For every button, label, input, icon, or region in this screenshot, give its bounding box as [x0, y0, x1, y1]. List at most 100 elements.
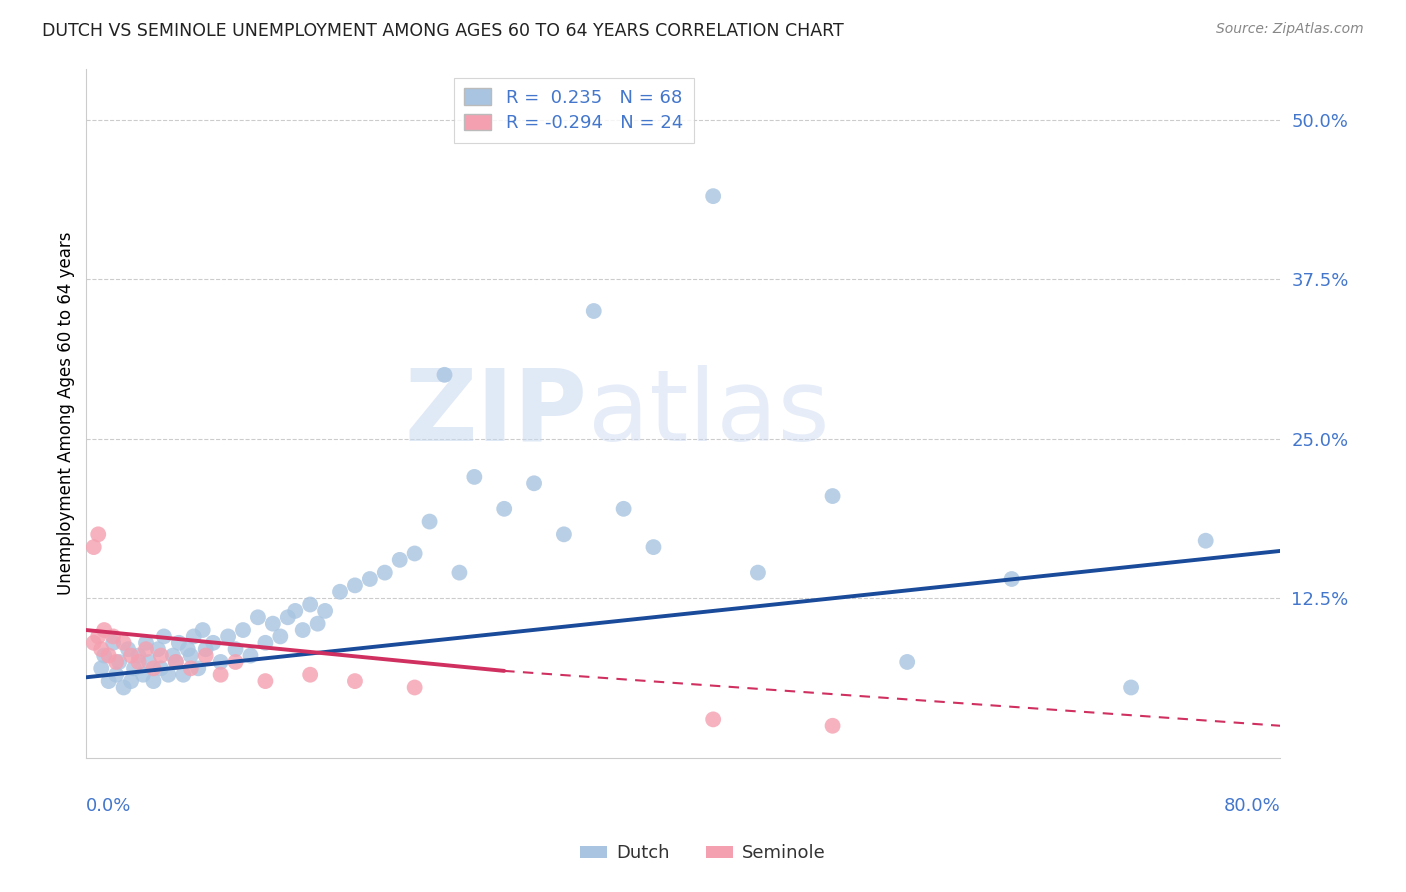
- Point: [702, 712, 724, 726]
- Point: [1001, 572, 1024, 586]
- Point: [269, 629, 291, 643]
- Text: 0.0%: 0.0%: [86, 797, 132, 814]
- Point: [388, 553, 411, 567]
- Point: [239, 648, 262, 663]
- Point: [1119, 681, 1142, 695]
- Point: [1195, 533, 1218, 548]
- Point: [202, 636, 225, 650]
- Point: [108, 655, 131, 669]
- Point: [83, 636, 105, 650]
- Point: [291, 623, 314, 637]
- Point: [553, 527, 575, 541]
- Point: [90, 661, 112, 675]
- Point: [180, 661, 202, 675]
- Point: [146, 642, 169, 657]
- Point: [112, 636, 135, 650]
- Point: [343, 578, 366, 592]
- Point: [120, 674, 142, 689]
- Point: [702, 189, 724, 203]
- Point: [329, 584, 352, 599]
- Point: [167, 636, 190, 650]
- Point: [747, 566, 769, 580]
- Point: [419, 515, 441, 529]
- Point: [299, 667, 322, 681]
- Point: [225, 655, 247, 669]
- Point: [90, 642, 112, 657]
- Point: [217, 629, 239, 643]
- Point: [153, 629, 176, 643]
- Point: [105, 667, 128, 681]
- Legend: Dutch, Seminole: Dutch, Seminole: [574, 838, 832, 870]
- Point: [112, 681, 135, 695]
- Point: [117, 642, 139, 657]
- Point: [254, 674, 277, 689]
- Point: [643, 540, 665, 554]
- Point: [172, 667, 194, 681]
- Point: [101, 636, 124, 650]
- Point: [191, 623, 214, 637]
- Point: [165, 655, 187, 669]
- Point: [128, 648, 150, 663]
- Point: [209, 667, 232, 681]
- Point: [299, 598, 322, 612]
- Point: [896, 655, 918, 669]
- Point: [449, 566, 471, 580]
- Point: [97, 648, 120, 663]
- Point: [87, 527, 110, 541]
- Text: ZIP: ZIP: [405, 365, 588, 461]
- Point: [307, 616, 329, 631]
- Point: [225, 642, 247, 657]
- Point: [93, 648, 115, 663]
- Point: [142, 674, 165, 689]
- Point: [120, 648, 142, 663]
- Point: [613, 501, 636, 516]
- Point: [262, 616, 284, 631]
- Point: [359, 572, 381, 586]
- Point: [523, 476, 546, 491]
- Point: [254, 636, 277, 650]
- Point: [142, 661, 165, 675]
- Point: [821, 719, 844, 733]
- Point: [105, 655, 128, 669]
- Point: [93, 623, 115, 637]
- Point: [149, 661, 172, 675]
- Point: [177, 642, 200, 657]
- Point: [87, 629, 110, 643]
- Point: [165, 655, 187, 669]
- Point: [582, 304, 605, 318]
- Point: [404, 546, 426, 560]
- Point: [343, 674, 366, 689]
- Point: [132, 667, 155, 681]
- Point: [135, 636, 157, 650]
- Text: atlas: atlas: [588, 365, 830, 461]
- Point: [157, 667, 180, 681]
- Point: [101, 629, 124, 643]
- Point: [122, 661, 145, 675]
- Point: [284, 604, 307, 618]
- Point: [209, 655, 232, 669]
- Point: [194, 648, 217, 663]
- Point: [149, 648, 172, 663]
- Point: [821, 489, 844, 503]
- Point: [277, 610, 299, 624]
- Point: [463, 470, 485, 484]
- Point: [374, 566, 396, 580]
- Point: [187, 661, 209, 675]
- Point: [83, 540, 105, 554]
- Point: [97, 674, 120, 689]
- Y-axis label: Unemployment Among Ages 60 to 64 years: Unemployment Among Ages 60 to 64 years: [58, 231, 75, 595]
- Legend: R =  0.235   N = 68, R = -0.294   N = 24: R = 0.235 N = 68, R = -0.294 N = 24: [454, 78, 695, 143]
- Text: DUTCH VS SEMINOLE UNEMPLOYMENT AMONG AGES 60 TO 64 YEARS CORRELATION CHART: DUTCH VS SEMINOLE UNEMPLOYMENT AMONG AGE…: [42, 22, 844, 40]
- Point: [314, 604, 336, 618]
- Text: Source: ZipAtlas.com: Source: ZipAtlas.com: [1216, 22, 1364, 37]
- Point: [180, 648, 202, 663]
- Point: [183, 629, 205, 643]
- Point: [494, 501, 516, 516]
- Point: [246, 610, 269, 624]
- Point: [128, 655, 150, 669]
- Point: [433, 368, 456, 382]
- Point: [135, 642, 157, 657]
- Text: 80.0%: 80.0%: [1223, 797, 1281, 814]
- Point: [404, 681, 426, 695]
- Point: [162, 648, 184, 663]
